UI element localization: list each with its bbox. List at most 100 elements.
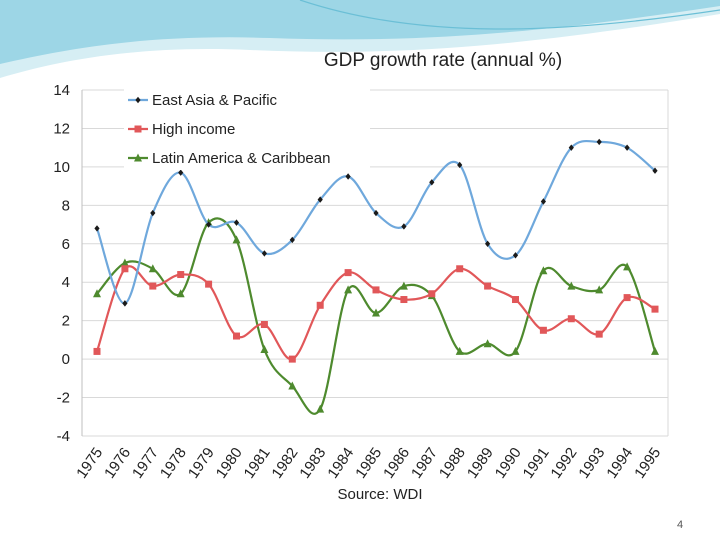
header-wave-line (299, 0, 720, 30)
x-tick-label: 1989 (464, 445, 497, 482)
y-tick-label: 12 (53, 120, 70, 137)
x-tick-label: 1976 (101, 445, 134, 482)
data-point-high-income (372, 286, 380, 294)
data-point-east-asia-pacific (261, 250, 267, 257)
data-point-east-asia-pacific (206, 221, 212, 228)
data-point-high-income (233, 332, 240, 340)
y-tick-label: 2 (62, 313, 70, 330)
x-tick-label: 1985 (352, 445, 385, 482)
y-tick-label: -2 (57, 390, 70, 407)
data-point-latin-america-caribbean (93, 289, 101, 298)
x-tick-label: 1978 (157, 445, 190, 482)
data-point-high-income (512, 296, 519, 304)
data-point-high-income (344, 269, 352, 277)
data-point-latin-america-caribbean (567, 281, 576, 290)
legend-item-east-asia-pacific: East Asia & Pacific (128, 92, 278, 109)
data-point-east-asia-pacific (94, 225, 100, 232)
series-layer (93, 138, 659, 415)
data-point-east-asia-pacific (178, 169, 184, 176)
data-point-east-asia-pacific (122, 300, 128, 307)
legend-item-latin-america-caribbean: Latin America & Caribbean (128, 150, 330, 167)
data-point-east-asia-pacific (512, 252, 519, 259)
data-point-high-income (428, 290, 436, 298)
data-point-east-asia-pacific (289, 236, 295, 244)
series-high-income (93, 265, 659, 363)
data-point-high-income (316, 301, 324, 309)
data-point-high-income (456, 265, 464, 273)
header-wave-mid (0, 0, 720, 64)
data-point-latin-america-caribbean (511, 346, 520, 355)
x-tick-label: 1987 (408, 445, 441, 482)
data-point-latin-america-caribbean (232, 235, 241, 244)
data-point-high-income (205, 280, 213, 288)
data-point-east-asia-pacific (373, 209, 379, 217)
data-point-latin-america-caribbean (148, 264, 157, 273)
x-tick-label: 1982 (269, 445, 302, 482)
legend-label: High income (152, 121, 235, 138)
x-axis-ticks: 1975197619771978197919801981198219831984… (73, 445, 664, 482)
x-tick-label: 1981 (241, 445, 274, 482)
page-number: 4 (677, 519, 683, 531)
data-point-latin-america-caribbean (483, 339, 492, 348)
x-tick-label: 1979 (185, 445, 218, 482)
data-point-high-income (177, 271, 185, 279)
y-tick-label: 6 (62, 236, 70, 253)
data-point-latin-america-caribbean (176, 289, 185, 298)
data-point-latin-america-caribbean (455, 346, 464, 355)
y-tick-label: 8 (62, 197, 70, 214)
data-point-latin-america-caribbean (260, 345, 269, 353)
legend-item-high-income: High income (128, 121, 235, 138)
data-point-east-asia-pacific (540, 198, 546, 205)
data-point-high-income (539, 326, 547, 334)
data-point-east-asia-pacific (233, 219, 240, 226)
data-point-latin-america-caribbean (372, 308, 380, 317)
x-tick-label: 1983 (296, 445, 329, 482)
data-point-high-income (484, 282, 492, 290)
chart-title: GDP growth rate (annual %) (324, 50, 562, 71)
x-tick-label: 1975 (73, 445, 106, 482)
data-point-high-income (93, 347, 101, 355)
legend-label: Latin America & Caribbean (152, 150, 330, 167)
x-tick-label: 1990 (492, 445, 525, 482)
data-point-latin-america-caribbean (651, 346, 659, 355)
data-point-high-income (260, 321, 268, 329)
header-decoration (0, 0, 720, 78)
x-tick-label: 1992 (548, 445, 581, 482)
data-point-latin-america-caribbean (399, 281, 408, 290)
x-tick-label: 1986 (380, 445, 413, 482)
x-tick-label: 1994 (603, 445, 636, 482)
data-point-high-income (567, 315, 575, 323)
data-point-east-asia-pacific (568, 144, 574, 151)
data-point-latin-america-caribbean (120, 258, 129, 267)
data-point-high-income (651, 305, 659, 313)
legend-label: East Asia & Pacific (152, 92, 278, 109)
data-point-east-asia-pacific (485, 240, 491, 247)
legend-swatch-marker (134, 153, 142, 162)
data-point-high-income (595, 330, 603, 338)
legend: East Asia & Pacific High income Latin Amer… (124, 84, 370, 170)
source-note: Source: WDI (337, 486, 422, 503)
data-point-east-asia-pacific (596, 138, 602, 146)
x-tick-label: 1984 (324, 445, 357, 482)
x-tick-label: 1993 (575, 445, 608, 482)
legend-swatch-marker (134, 125, 142, 133)
data-point-high-income (400, 296, 408, 304)
legend-swatch-marker (135, 96, 141, 104)
series-line-latin-america-caribbean (96, 217, 657, 415)
data-point-latin-america-caribbean (595, 285, 604, 294)
data-point-east-asia-pacific (652, 167, 658, 174)
legend-box (124, 84, 370, 170)
data-point-high-income (149, 282, 157, 290)
x-tick-label: 1977 (129, 445, 162, 482)
data-point-east-asia-pacific (624, 144, 630, 151)
series-east-asia-pacific (94, 138, 658, 307)
data-point-latin-america-caribbean (539, 266, 548, 275)
data-point-high-income (288, 355, 296, 363)
data-point-latin-america-caribbean (288, 381, 297, 390)
data-point-east-asia-pacific (317, 196, 323, 203)
y-tick-label: -4 (57, 428, 70, 445)
y-tick-label: 4 (62, 274, 70, 291)
data-point-east-asia-pacific (429, 179, 435, 186)
x-tick-label: 1988 (436, 445, 469, 482)
data-point-latin-america-caribbean (623, 262, 632, 271)
